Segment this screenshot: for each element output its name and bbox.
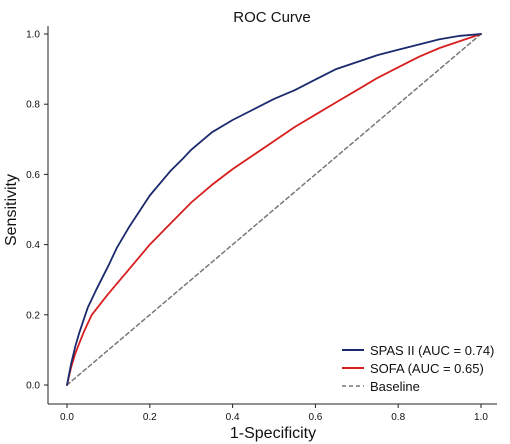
y-tick-label: 0.6 [26, 170, 40, 181]
y-tick-label: 0.0 [26, 381, 40, 392]
series-line-baseline [66, 33, 482, 386]
series-line-spas [66, 33, 482, 386]
x-tick-label: 0.6 [308, 412, 322, 423]
x-tick-label: 0.0 [60, 412, 74, 423]
y-tick-label: 0.4 [26, 240, 40, 251]
legend-label-spas: SPAS II (AUC = 0.74) [370, 343, 494, 358]
y-tick-label: 0.2 [26, 310, 40, 321]
legend: SPAS II (AUC = 0.74) SOFA (AUC = 0.65) B… [342, 343, 494, 394]
legend-label-sofa: SOFA (AUC = 0.65) [370, 361, 484, 376]
x-axis-label: 1-Specificity [230, 425, 316, 442]
series-group [66, 33, 482, 386]
x-tick-label: 0.2 [143, 412, 157, 423]
axes [47, 26, 497, 405]
series-line-sofa [66, 33, 482, 386]
x-tick-label: 1.0 [474, 412, 488, 423]
y-tick-label: 1.0 [26, 30, 40, 41]
chart-title: ROC Curve [233, 9, 311, 26]
x-tick-label: 0.4 [226, 412, 240, 423]
x-tick-label: 0.8 [391, 412, 405, 423]
y-tick-label: 0.8 [26, 100, 40, 111]
ticks: 0.0 0.2 0.4 0.6 0.8 1.0 0.0 0.2 0.4 0.6 0.8 1.0 [26, 30, 488, 424]
legend-label-baseline: Baseline [370, 379, 420, 394]
y-axis-label: Sensitivity [3, 174, 20, 246]
